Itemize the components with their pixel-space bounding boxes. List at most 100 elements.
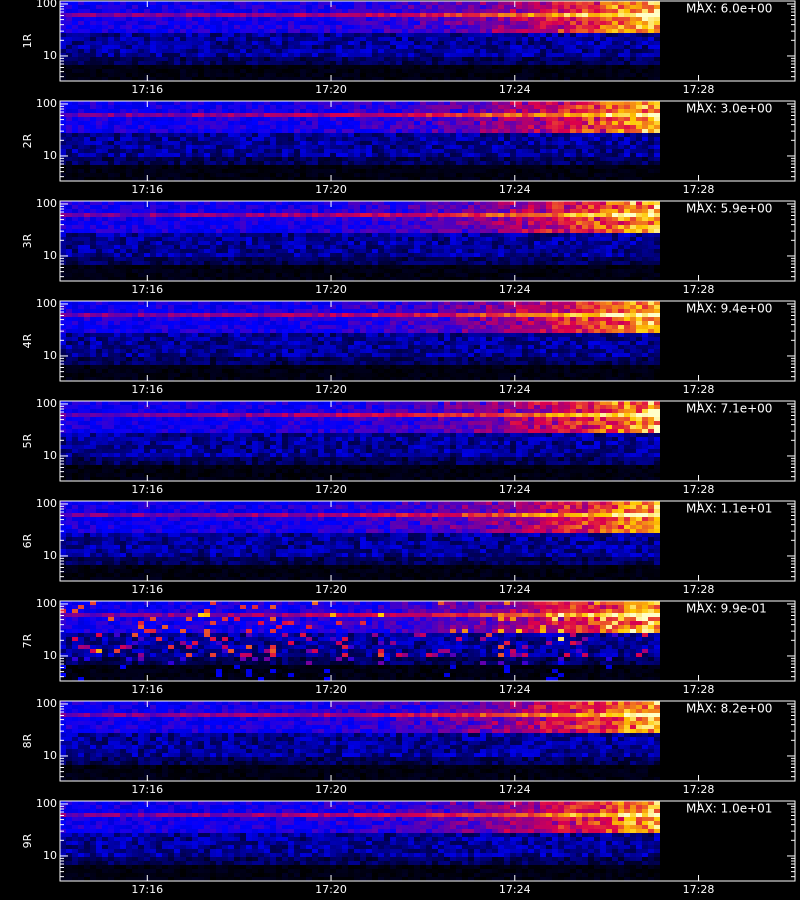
spectrogram-cell — [102, 17, 108, 21]
spectrogram-cell — [606, 101, 612, 105]
spectrogram-cell — [354, 157, 360, 161]
spectrogram-cell — [258, 169, 264, 173]
spectrogram-cell — [144, 45, 150, 49]
spectrogram-cell — [318, 73, 324, 77]
spectrogram-cell — [222, 117, 228, 121]
spectrogram-cell — [456, 73, 462, 77]
spectrogram-cell — [456, 45, 462, 49]
spectrogram-cell — [522, 77, 528, 81]
spectrogram-cell — [96, 69, 102, 73]
spectrogram-cell — [384, 121, 390, 125]
spectrogram-cell — [180, 177, 186, 181]
spectrogram-cell — [492, 33, 498, 37]
spectrogram-cell — [534, 101, 540, 105]
spectrogram-cell — [138, 61, 144, 65]
spectrogram-cell — [78, 5, 84, 9]
spectrogram-cell — [378, 77, 384, 81]
spectrogram-cell — [126, 249, 132, 253]
spectrogram-cell — [390, 69, 396, 73]
spectrogram-cell — [102, 25, 108, 29]
spectrogram-cell — [306, 17, 312, 21]
spectrogram-cell — [210, 265, 216, 269]
spectrogram-cell — [384, 105, 390, 109]
spectrogram-cell — [144, 217, 150, 221]
spectrogram-cell — [270, 137, 276, 141]
spectrogram-cell — [552, 73, 558, 77]
spectrogram-cell — [198, 145, 204, 149]
spectrogram-cell — [588, 129, 594, 133]
spectrogram-cell — [156, 29, 162, 33]
spectrogram-cell — [72, 141, 78, 145]
spectrogram-cell — [102, 117, 108, 121]
spectrogram-cell — [306, 41, 312, 45]
spectrogram-cell — [288, 49, 294, 53]
spectrogram-cell — [144, 53, 150, 57]
spectrogram-cell — [138, 161, 144, 165]
spectrogram-cell — [582, 29, 588, 33]
spectrogram-cell — [612, 101, 618, 105]
spectrogram-cell — [348, 165, 354, 169]
spectrogram-cell — [258, 9, 264, 13]
spectrogram-cell — [468, 109, 474, 113]
spectrogram-cell — [360, 1, 366, 5]
spectrogram-cell — [576, 21, 582, 25]
spectrogram-cell — [252, 5, 258, 9]
spectrogram-cell — [258, 273, 264, 277]
spectrogram-cell — [66, 137, 72, 141]
spectrogram-cell — [456, 1, 462, 5]
spectrogram-cell — [204, 229, 210, 233]
spectrogram-cell — [132, 177, 138, 181]
spectrogram-cell — [252, 149, 258, 153]
spectrogram-cell — [84, 13, 90, 17]
spectrogram-cell — [384, 61, 390, 65]
spectrogram-cell — [396, 77, 402, 81]
spectrogram-cell — [606, 177, 612, 181]
spectrogram-cell — [612, 161, 618, 165]
spectrogram-cell — [246, 29, 252, 33]
spectrogram-cell — [222, 261, 228, 265]
spectrogram-cell — [480, 61, 486, 65]
spectrogram-cell — [432, 21, 438, 25]
spectrogram-cell — [552, 13, 558, 17]
spectrogram-cell — [198, 73, 204, 77]
spectrogram-cell — [378, 173, 384, 177]
spectrogram-cell — [78, 21, 84, 25]
spectrogram-cell — [204, 277, 210, 281]
spectrogram-cell — [252, 145, 258, 149]
spectrogram-cell — [414, 17, 420, 21]
spectrogram-cell — [276, 245, 282, 249]
spectrogram-cell — [66, 109, 72, 113]
spectrogram-cell — [240, 129, 246, 133]
spectrogram-cell — [174, 273, 180, 277]
spectrogram-cell — [300, 1, 306, 5]
spectrogram-cell — [300, 261, 306, 265]
spectrogram-cell — [120, 245, 126, 249]
spectrogram-cell — [126, 273, 132, 277]
spectrogram-cell — [528, 105, 534, 109]
spectrogram-cell — [600, 45, 606, 49]
spectrogram-cell — [270, 45, 276, 49]
spectrogram-cell — [180, 117, 186, 121]
spectrogram-cell — [516, 177, 522, 181]
spectrogram-cell — [588, 65, 594, 69]
spectrogram-cell — [498, 117, 504, 121]
spectrogram-cell — [342, 125, 348, 129]
spectrogram-cell — [324, 77, 330, 81]
spectrogram-cell — [462, 173, 468, 177]
spectrogram-cell — [330, 9, 336, 13]
spectrogram-cell — [336, 105, 342, 109]
spectrogram-cell — [312, 137, 318, 141]
spectrogram-cell — [372, 37, 378, 41]
spectrogram-cell — [384, 133, 390, 137]
spectrogram-cell — [630, 133, 636, 137]
spectrogram-cell — [354, 77, 360, 81]
spectrogram-cell — [480, 33, 486, 37]
spectrogram-cell — [276, 217, 282, 221]
spectrogram-cell — [264, 149, 270, 153]
spectrogram-cell — [606, 125, 612, 129]
spectrogram-cell — [474, 65, 480, 69]
spectrogram-cell — [366, 141, 372, 145]
spectrogram-cell — [330, 105, 336, 109]
spectrogram-cell — [510, 69, 516, 73]
spectrogram-cell — [84, 161, 90, 165]
